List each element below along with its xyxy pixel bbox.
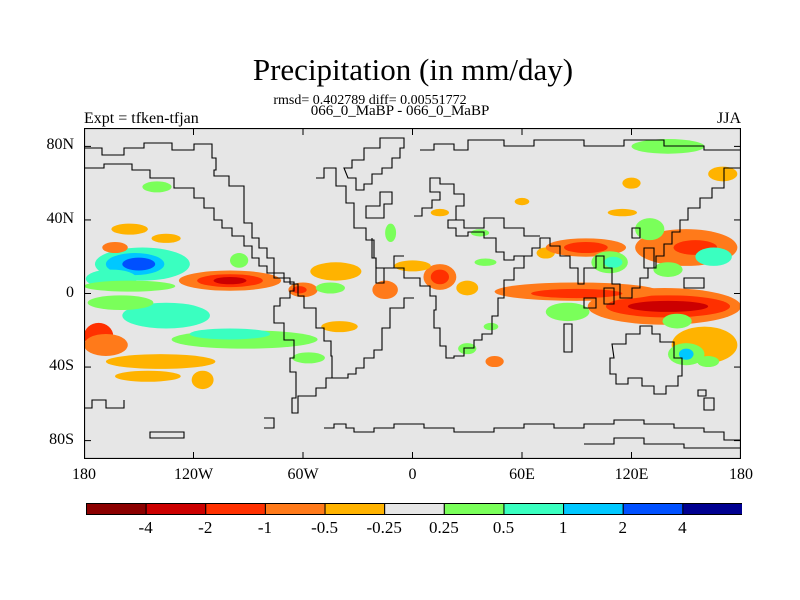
y-tick-label-0: 80N [46,136,74,154]
precip-region-25 [315,282,345,294]
precip-field-layer [84,139,741,390]
precip-region-31 [474,258,497,266]
x-tick-label-0: 180 [72,466,96,483]
precip-region-20 [142,181,172,193]
x-tick-label-2: 60W [287,466,319,483]
precip-region-13 [84,333,128,357]
precip-region-63 [607,208,637,217]
x-tick-label-4: 60E [509,466,535,483]
precip-region-6 [213,276,247,285]
precip-region-28 [430,269,449,285]
precip-region-49 [635,218,665,241]
y-tick-label-3: 40S [49,357,74,375]
precip-region-30 [456,280,479,296]
precipitation-map [84,128,741,459]
precip-region-9 [87,295,154,311]
precip-region-58 [697,356,720,368]
precip-region-42 [627,300,709,312]
colorbar-label-2: -1 [257,518,272,537]
y-tick-label-2: 0 [66,283,74,301]
x-tick-label-1: 120W [173,466,214,483]
colorbar-label-1: -2 [198,518,213,537]
precip-region-11 [189,328,271,340]
precip-region-51 [653,262,683,277]
precip-region-17 [102,242,128,254]
precip-region-44 [531,288,623,299]
precip-region-36 [483,322,499,331]
precip-region-8 [122,302,210,329]
precip-region-53 [604,256,623,268]
colorbar-label-4: -0.25 [366,518,402,537]
precip-region-32 [292,352,325,364]
colorbar-box-8 [563,503,624,515]
precip-region-37 [385,223,397,243]
colorbar [86,503,742,515]
colorbar-box-7 [503,503,565,515]
x-tick-label-3: 0 [408,466,417,483]
precip-region-35 [458,343,477,355]
precip-region-62 [708,166,738,182]
precip-region-24 [310,262,362,281]
precip-region-23 [292,286,307,294]
colorbar-box-1 [145,503,207,515]
y-tick-label-1: 40N [46,209,74,227]
x-tick-label-6: 180 [729,466,753,483]
precip-region-33 [321,321,358,333]
precip-region-64 [430,208,449,217]
colorbar-box-6 [443,503,505,515]
precip-region-50 [695,247,732,266]
precip-region-14 [105,354,216,369]
axis-ticks [84,128,741,459]
precip-region-29 [394,260,431,272]
colorbar-label-5: 0.25 [428,518,459,537]
precip-region-59 [662,313,692,329]
colorbar-box-9 [622,503,684,515]
precip-region-34 [485,356,504,368]
y-tick-label-4: 80S [49,430,74,448]
precip-region-39 [514,197,530,206]
precip-region-21 [230,253,249,268]
precip-region-54 [545,302,590,322]
precip-region-19 [111,223,148,235]
colorbar-label-0: -4 [138,518,153,537]
colorbar-box-3 [264,503,326,515]
chart-title: Precipitation (in mm/day) [252,52,574,87]
colorbar-label-6: 0.5 [492,518,515,537]
precip-region-57 [678,348,694,360]
precip-region-2 [122,257,156,271]
colorbar-label-8: 2 [618,518,627,537]
colorbar-label-7: 1 [558,518,568,537]
precip-region-60 [622,177,641,189]
coastline-layer [84,137,741,449]
precip-region-65 [470,229,490,237]
colorbar-box-10 [682,503,742,515]
precip-region-46 [563,242,608,254]
season-label: JJA [716,110,741,127]
precip-region-18 [151,233,181,243]
colorbar-box-0 [86,503,147,515]
colorbar-box-4 [324,503,386,515]
precip-region-16 [191,370,214,390]
colorbar-label-3: -0.5 [311,518,338,537]
chart-cases: 066_0_MaBP - 066_0_MaBP [310,103,490,119]
colorbar-box-2 [205,503,266,515]
colorbar-box-5 [384,503,445,515]
x-tick-label-5: 120E [614,466,649,483]
chart-stats: rmsd= 0.402789 diff= 0.00551772 [273,93,467,108]
colorbar-label-9: 4 [678,518,687,537]
precip-region-15 [115,370,181,382]
experiment-label: Expt = tfken-tfjan [84,110,199,127]
precip-region-7 [84,280,176,292]
precip-region-26 [372,280,398,300]
